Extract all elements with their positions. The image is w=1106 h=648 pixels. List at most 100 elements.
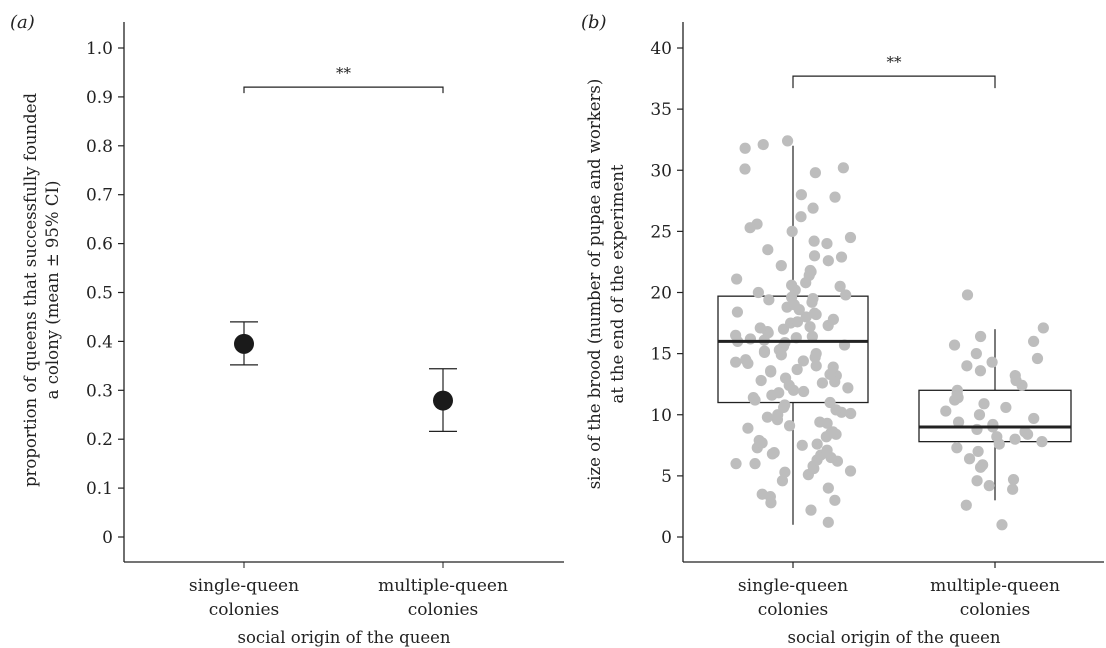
y-tick-label: 0.6	[86, 235, 113, 255]
data-point	[1009, 370, 1021, 382]
data-point	[807, 293, 819, 305]
panel-a-marks: **	[230, 64, 457, 432]
data-point	[753, 434, 765, 447]
data-point	[796, 439, 808, 451]
y-tick-label: 0.5	[86, 284, 113, 304]
data-point	[821, 417, 833, 429]
data-point	[821, 238, 833, 250]
data-point	[845, 407, 857, 420]
x-tick-label: colonies	[209, 600, 280, 620]
data-point	[827, 361, 839, 373]
data-point	[952, 416, 965, 428]
data-point	[800, 311, 812, 323]
data-point	[951, 384, 963, 396]
data-point	[1036, 436, 1048, 448]
data-point	[844, 231, 857, 244]
data-point	[807, 202, 819, 214]
data-point	[829, 191, 841, 203]
panel-a-y-ticks: 0 0.1 0.2 0.3 0.4 0.5 0.6 0.7 0.8 0.9 1.0	[86, 39, 124, 548]
data-point	[811, 438, 823, 450]
panel-b-marks: **	[717, 53, 1072, 531]
data-point	[779, 372, 792, 384]
data-point	[730, 356, 742, 368]
data-point	[1007, 483, 1019, 495]
y-tick-label: 0.2	[86, 430, 113, 450]
data-point	[1000, 401, 1012, 414]
data-point	[810, 348, 822, 360]
data-point	[961, 289, 974, 301]
data-point	[973, 409, 986, 421]
data-point	[1037, 322, 1049, 334]
data-point	[795, 211, 807, 223]
data-point	[731, 273, 743, 285]
panel-b: (b) 0 5 10 15 20 25 30 35 40 single-queen colonie…	[581, 12, 1104, 647]
data-point	[983, 480, 995, 492]
data-point	[761, 411, 774, 423]
mean-point	[433, 390, 453, 411]
data-point	[809, 167, 821, 179]
y-tick-label: 0	[661, 528, 672, 548]
data-point	[747, 392, 759, 404]
data-point	[940, 405, 952, 417]
y-tick-label: 40	[650, 39, 672, 59]
x-tick-label: colonies	[960, 600, 1031, 620]
data-point	[827, 313, 839, 325]
panel-b-ylabel-line-2: at the end of the experiment	[608, 164, 627, 403]
data-point	[808, 307, 821, 319]
y-tick-label: 0.8	[86, 137, 113, 157]
x-tick-label: single-queen	[189, 576, 299, 596]
data-point	[837, 162, 849, 174]
data-point	[752, 286, 764, 299]
data-point	[948, 339, 961, 351]
data-point	[834, 280, 846, 292]
data-point	[822, 482, 834, 494]
data-point	[821, 444, 833, 456]
significance-label: **	[887, 53, 903, 71]
x-tick-label: colonies	[758, 600, 829, 620]
data-point	[1028, 412, 1040, 425]
panel-b-x-ticks: single-queen colonies multiple-queen coloni…	[738, 562, 1060, 620]
data-point	[974, 330, 987, 343]
y-tick-label: 1.0	[86, 39, 113, 59]
data-point	[765, 497, 777, 509]
data-point	[972, 445, 984, 458]
y-tick-label: 0.4	[86, 332, 113, 352]
data-point	[808, 250, 821, 262]
panel-a-ylabel-line-2: a colony (mean ± 95% CI)	[43, 181, 62, 400]
x-tick-label: multiple-queen	[378, 576, 508, 596]
data-point	[758, 345, 771, 357]
data-point	[755, 374, 767, 387]
data-point	[749, 458, 761, 470]
significance-bracket	[792, 75, 996, 89]
data-point	[779, 466, 791, 478]
panel-a: (a) 0 0.1 0.2 0.3 0.4 0.5 0.6 0.7 0.8 0.9 1.0 sing…	[10, 12, 564, 647]
data-point	[844, 465, 857, 477]
data-point	[763, 294, 775, 306]
data-point	[824, 396, 836, 409]
data-point	[808, 235, 820, 247]
data-point	[829, 376, 841, 388]
data-point	[804, 321, 816, 333]
significance-bracket	[243, 86, 444, 94]
data-point	[797, 355, 809, 367]
data-point	[1009, 433, 1021, 445]
data-point	[731, 306, 744, 318]
data-point	[829, 494, 841, 506]
data-point	[806, 330, 818, 343]
y-tick-label: 20	[650, 284, 672, 304]
y-tick-label: 35	[650, 100, 672, 120]
x-tick-label: colonies	[408, 600, 479, 620]
data-point	[762, 244, 774, 256]
data-point	[775, 260, 787, 272]
data-point	[1007, 473, 1020, 486]
x-tick-label: single-queen	[738, 576, 848, 596]
data-point	[765, 365, 777, 377]
data-point	[791, 316, 804, 328]
data-point	[805, 266, 817, 278]
data-point	[805, 504, 817, 516]
x-tick-label: multiple-queen	[930, 576, 1060, 596]
data-point	[970, 348, 982, 360]
panel-b-y-ticks: 0 5 10 15 20 25 30 35 40	[650, 39, 683, 548]
y-tick-label: 0.1	[86, 479, 113, 499]
